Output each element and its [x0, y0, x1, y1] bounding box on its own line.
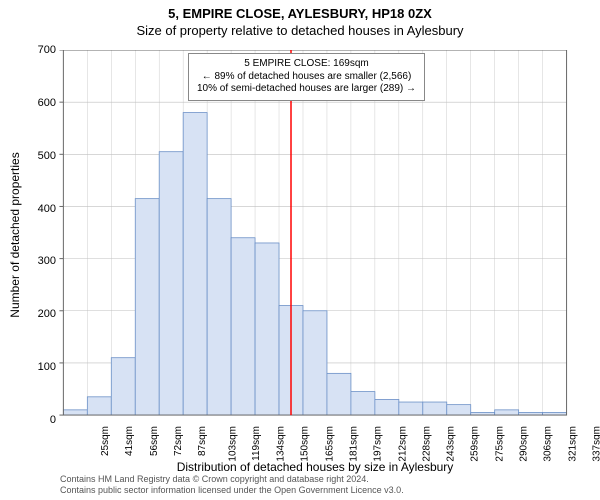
footer-line-2: Contains public sector information licen…: [60, 485, 404, 496]
x-tick-label: 228sqm: [421, 426, 432, 462]
x-axis-label: Distribution of detached houses by size …: [60, 460, 570, 474]
x-tick-label: 72sqm: [173, 426, 184, 456]
x-tick-label: 259sqm: [470, 426, 481, 462]
annotation-box: 5 EMPIRE CLOSE: 169sqm ← 89% of detached…: [188, 53, 425, 101]
y-tick-label: 500: [16, 150, 56, 162]
x-tick-label: 165sqm: [324, 426, 335, 462]
y-tick-label: 600: [16, 97, 56, 109]
address-title: 5, EMPIRE CLOSE, AYLESBURY, HP18 0ZX: [0, 0, 600, 21]
annotation-line-2: ← 89% of detached houses are smaller (2,…: [197, 71, 416, 84]
annotation-line-3: 10% of semi-detached houses are larger (…: [197, 83, 416, 96]
x-tick-label: 337sqm: [591, 426, 600, 462]
footer-text: Contains HM Land Registry data © Crown c…: [60, 474, 404, 496]
x-tick-label: 134sqm: [276, 426, 287, 462]
x-tick-label: 290sqm: [519, 426, 530, 462]
x-tick-label: 275sqm: [494, 426, 505, 462]
y-tick-label: 400: [16, 203, 56, 215]
plot-area: 5 EMPIRE CLOSE: 169sqm ← 89% of detached…: [60, 50, 570, 420]
x-tick-label: 181sqm: [349, 426, 360, 462]
y-tick-label: 300: [16, 255, 56, 267]
subtitle: Size of property relative to detached ho…: [0, 21, 600, 38]
x-tick-label: 41sqm: [124, 426, 135, 456]
x-tick-label: 212sqm: [397, 426, 408, 462]
x-tick-label: 56sqm: [149, 426, 160, 456]
x-tick-label: 197sqm: [373, 426, 384, 462]
y-tick-label: 200: [16, 308, 56, 320]
y-tick-label: 700: [16, 44, 56, 56]
x-tick-label: 87sqm: [197, 426, 208, 456]
x-tick-label: 25sqm: [100, 426, 111, 456]
footer-line-1: Contains HM Land Registry data © Crown c…: [60, 474, 404, 485]
x-tick-label: 321sqm: [567, 426, 578, 462]
x-tick-label: 306sqm: [543, 426, 554, 462]
y-tick-label: 100: [16, 361, 56, 373]
x-tick-label: 119sqm: [251, 426, 262, 461]
histogram-svg: [55, 50, 570, 420]
annotation-line-1: 5 EMPIRE CLOSE: 169sqm: [197, 58, 416, 71]
x-tick-label: 150sqm: [300, 426, 311, 462]
x-tick-label: 243sqm: [446, 426, 457, 462]
y-tick-label: 0: [16, 414, 56, 426]
x-tick-label: 103sqm: [227, 426, 238, 462]
chart-container: 5, EMPIRE CLOSE, AYLESBURY, HP18 0ZX Siz…: [0, 0, 600, 500]
